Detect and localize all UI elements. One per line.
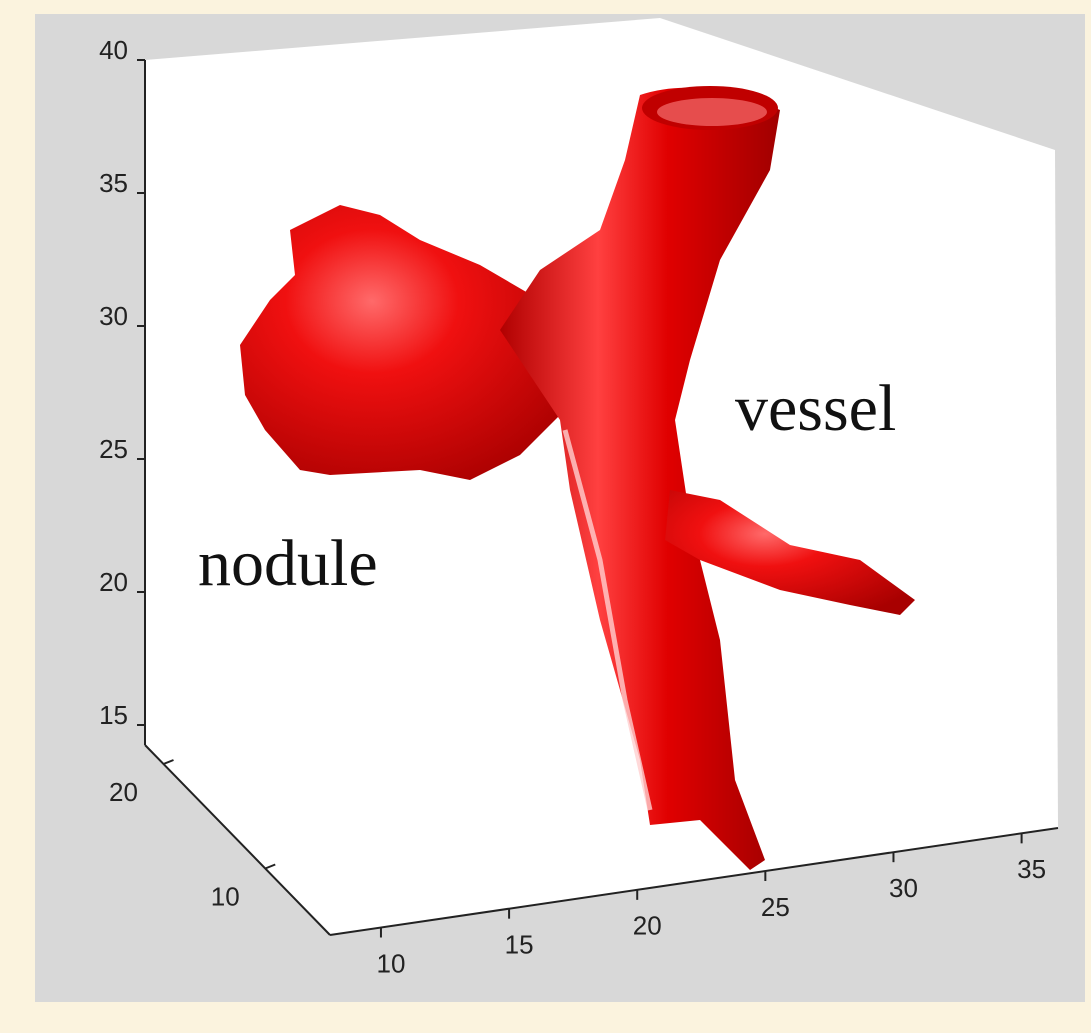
annotation: vessel	[735, 372, 896, 445]
y-tick-label: 10	[211, 881, 240, 911]
z-tick-label: 25	[99, 434, 128, 464]
z-tick-label: 35	[99, 168, 128, 198]
x-tick-label: 10	[376, 948, 405, 978]
y-tick-label: 20	[109, 777, 138, 807]
page: 40 35 30 25 20 15 20 10 10 15 20 25 30 35 nodule vess…	[0, 0, 1091, 1033]
x-tick-label: 25	[761, 892, 790, 922]
x-tick-label: 30	[889, 873, 918, 903]
x-tick-label: 35	[1017, 854, 1046, 884]
annotation: nodule	[198, 527, 378, 600]
z-tick-label: 15	[99, 700, 128, 730]
x-tick-label: 15	[505, 930, 534, 960]
z-tick-label: 20	[99, 567, 128, 597]
z-tick-label: 40	[99, 35, 128, 65]
x-tick-label: 20	[633, 911, 662, 941]
vessel-opening-highlight	[657, 98, 767, 126]
z-tick-label: 30	[99, 301, 128, 331]
figure: 40 35 30 25 20 15 20 10 10 15 20 25 30 35 nodule vess…	[0, 0, 1091, 1033]
